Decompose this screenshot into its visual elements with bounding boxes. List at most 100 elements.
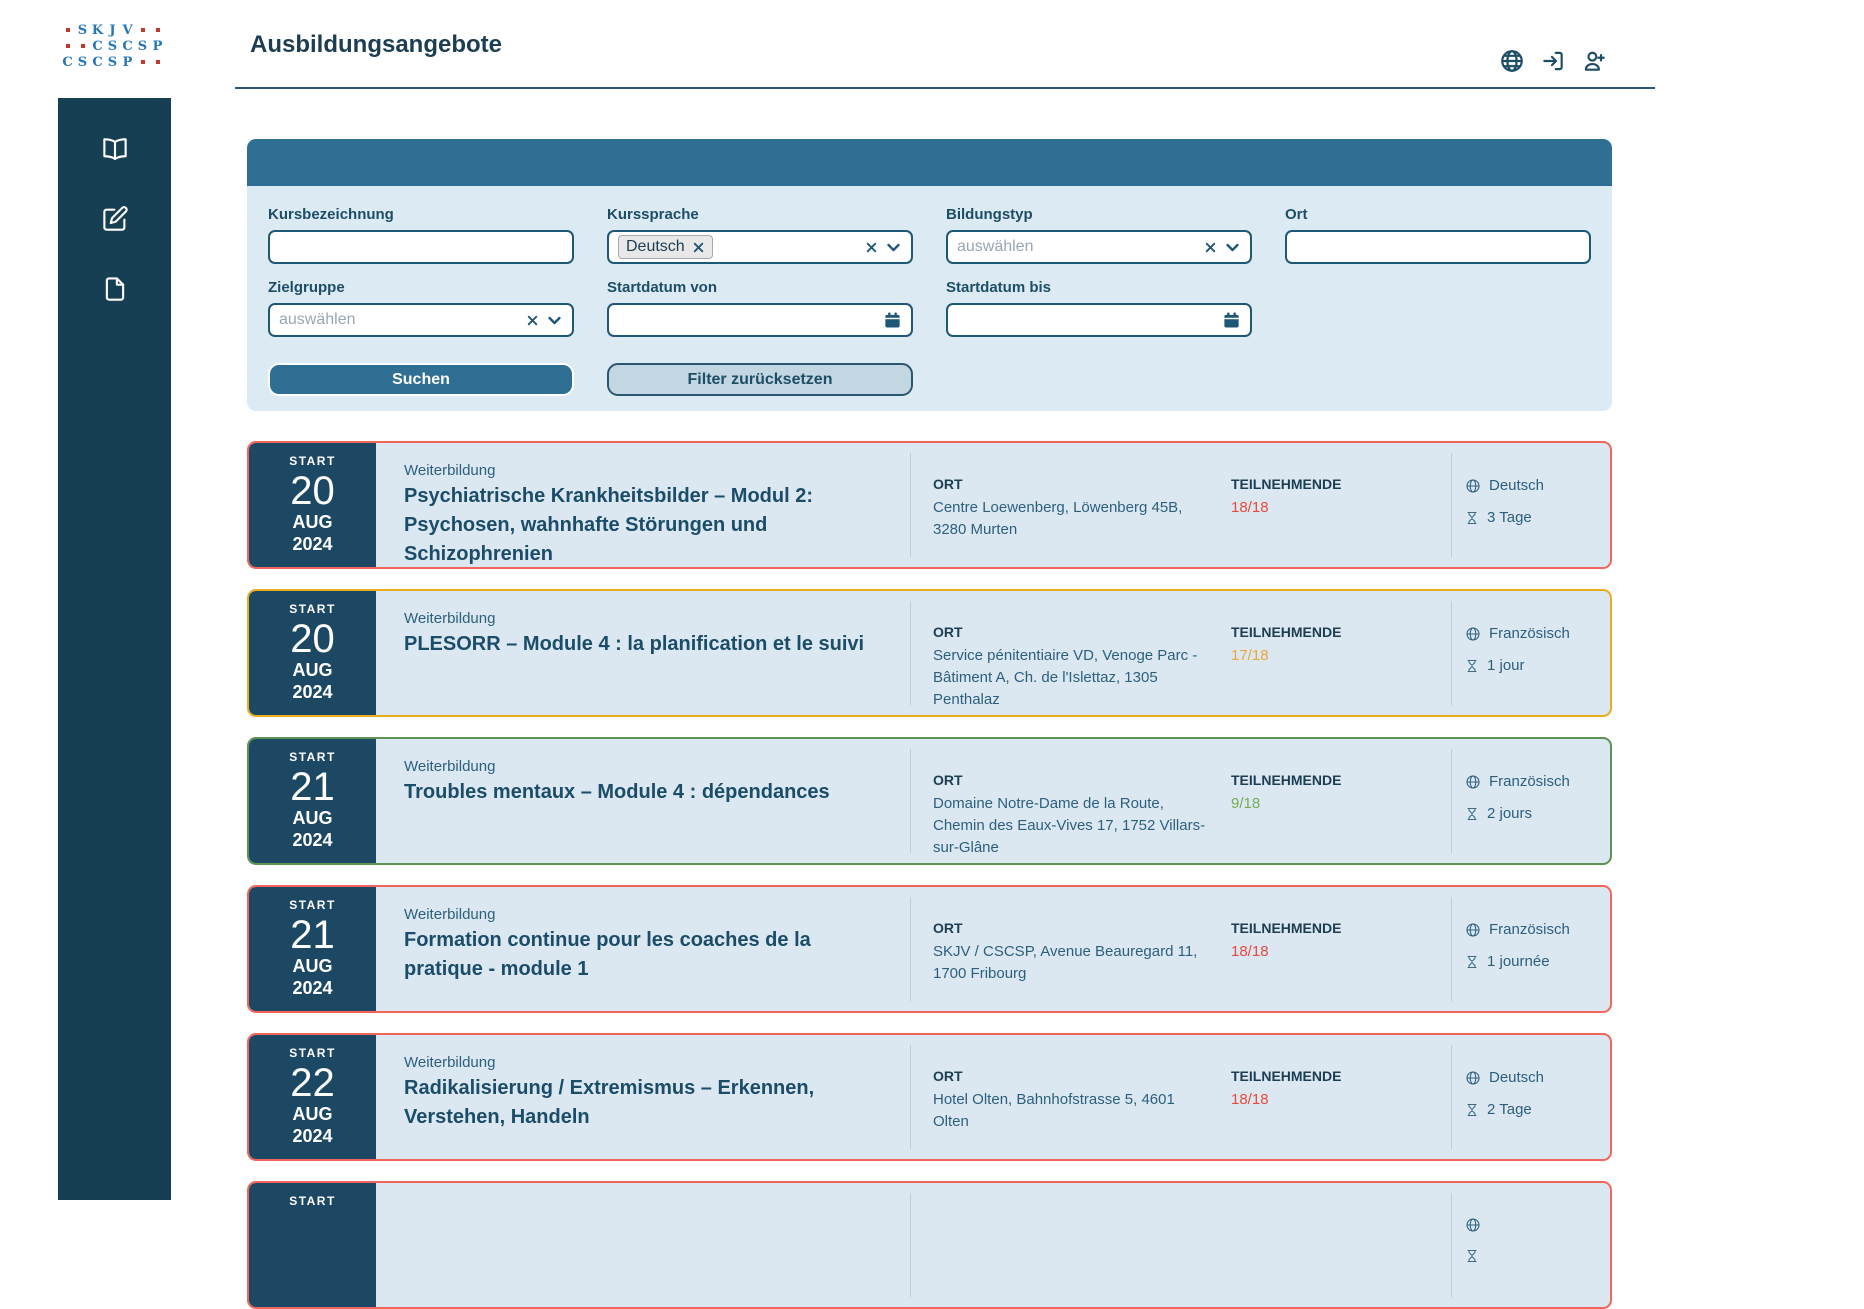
reset-filter-button[interactable]: Filter zurücksetzen	[607, 363, 913, 396]
kurssprache-select[interactable]: Deutsch	[607, 230, 913, 264]
course-meta: Deutsch 3 Tage	[1452, 443, 1609, 567]
ort-column-value: Service pénitentiaire VD, Venoge Parc - …	[933, 647, 1198, 708]
divider	[1451, 897, 1452, 1001]
course-card[interactable]: START	[247, 1181, 1612, 1309]
logo-letter: S	[77, 22, 88, 38]
start-month: AUG	[292, 660, 333, 680]
course-date-block: START 22 AUG 2024	[249, 1035, 376, 1159]
course-card[interactable]: START 21 AUG 2024 Weiterbildung Troubles…	[247, 737, 1612, 865]
ort-input[interactable]	[1296, 232, 1580, 262]
calendar-icon[interactable]	[883, 310, 902, 330]
course-language: Französisch	[1489, 921, 1570, 938]
field-startdatum-von: Startdatum von	[607, 279, 913, 337]
start-year: 2024	[292, 1125, 333, 1146]
teilnehmende-label: TEILNEHMENDE	[1231, 920, 1342, 936]
login-icon[interactable]	[1540, 48, 1566, 74]
course-meta: Französisch 1 journée	[1452, 887, 1609, 1011]
logo-dot	[150, 60, 165, 64]
hourglass-icon	[1467, 955, 1477, 968]
start-label: START	[289, 602, 336, 616]
clear-icon[interactable]	[865, 241, 878, 254]
start-label: START	[289, 1046, 336, 1060]
divider	[1451, 601, 1452, 705]
course-title[interactable]: Radikalisierung / Extremismus – Erkennen…	[404, 1077, 815, 1128]
course-duration: 2 jours	[1487, 805, 1533, 822]
course-category: Weiterbildung	[404, 1054, 496, 1071]
ort-column-label: ORT	[933, 476, 963, 492]
course-duration: 2 Tage	[1487, 1101, 1532, 1118]
bildungstyp-select[interactable]: auswählen	[946, 230, 1252, 264]
language-globe-icon[interactable]	[1499, 48, 1525, 74]
content: Kursbezeichnung Kurssprache Deutsch	[247, 139, 1612, 1309]
filter-panel-body: Kursbezeichnung Kurssprache Deutsch	[247, 186, 1612, 411]
filter-panel: Kursbezeichnung Kurssprache Deutsch	[247, 139, 1612, 411]
ort-column-value: Domaine Notre-Dame de la Route, Chemin d…	[933, 795, 1206, 856]
course-language: Französisch	[1489, 625, 1570, 642]
clear-icon[interactable]	[526, 314, 539, 327]
selected-chip: Deutsch	[618, 235, 713, 259]
startdatum-von-input[interactable]	[618, 305, 876, 335]
logo-letter: P	[152, 38, 163, 54]
chevron-down-icon[interactable]	[546, 312, 563, 329]
course-location: ORT Service pénitentiaire VD, Venoge Par…	[911, 591, 1231, 715]
ort-label: Ort	[1285, 206, 1308, 223]
startdatum-von-label: Startdatum von	[607, 279, 718, 296]
logo-dot	[135, 28, 150, 32]
course-duration: 3 Tage	[1487, 509, 1532, 526]
chip-label: Deutsch	[626, 238, 685, 255]
course-card[interactable]: START 21 AUG 2024 Weiterbildung Formatio…	[247, 885, 1612, 1013]
startdatum-bis-input-wrap	[946, 303, 1252, 337]
main-area: Ausbildungsangebote Kursbezeichnung	[235, 0, 1655, 1309]
sidebar-item-register[interactable]	[100, 204, 130, 234]
course-location: ORT SKJV / CSCSP, Avenue Beauregard 11, …	[911, 887, 1231, 1011]
logo-letter: C	[122, 38, 133, 54]
course-card[interactable]: START 20 AUG 2024 Weiterbildung Psychiat…	[247, 441, 1612, 569]
start-month: AUG	[292, 956, 333, 976]
start-day: 22	[290, 1061, 335, 1105]
register-user-plus-icon[interactable]	[1581, 48, 1607, 74]
logo-dot	[75, 44, 90, 48]
course-duration: 1 journée	[1487, 953, 1550, 970]
course-category: Weiterbildung	[404, 610, 496, 627]
course-meta	[1452, 1183, 1609, 1307]
startdatum-bis-input[interactable]	[957, 305, 1215, 335]
start-year: 2024	[292, 977, 333, 998]
course-date-block: START 20 AUG 2024	[249, 591, 376, 715]
globe-icon	[1466, 922, 1480, 937]
zielgruppe-label: Zielgruppe	[268, 279, 345, 296]
field-zielgruppe: Zielgruppe auswählen	[268, 279, 574, 337]
edit-icon	[100, 206, 130, 238]
field-kursbezeichnung: Kursbezeichnung	[268, 206, 574, 264]
start-day: 20	[290, 469, 335, 513]
course-category: Weiterbildung	[404, 758, 496, 775]
chevron-down-icon[interactable]	[885, 239, 902, 256]
course-participants: TEILNEHMENDE 9/18	[1231, 739, 1451, 863]
clear-icon[interactable]	[1204, 241, 1217, 254]
hourglass-icon	[1467, 511, 1477, 524]
bildungstyp-placeholder: auswählen	[957, 238, 1034, 255]
course-title[interactable]: Formation continue pour les coaches de l…	[404, 929, 811, 980]
course-duration: 1 jour	[1487, 657, 1525, 674]
course-title[interactable]: Troubles mentaux – Module 4 : dépendance…	[404, 781, 830, 803]
logo-letter: C	[92, 38, 103, 54]
start-month: AUG	[292, 512, 333, 532]
course-location: ORT Hotel Olten, Bahnhofstrasse 5, 4601 …	[911, 1035, 1231, 1159]
chevron-down-icon[interactable]	[1224, 239, 1241, 256]
teilnehmende-value: 17/18	[1231, 647, 1269, 664]
sidebar-item-documents[interactable]	[100, 274, 130, 304]
logo-letter: C	[62, 54, 73, 70]
course-card[interactable]: START 22 AUG 2024 Weiterbildung Radikali…	[247, 1033, 1612, 1161]
zielgruppe-select[interactable]: auswählen	[268, 303, 574, 337]
kursbezeichnung-input[interactable]	[279, 232, 563, 262]
ort-column-value: Hotel Olten, Bahnhofstrasse 5, 4601 Olte…	[933, 1091, 1175, 1130]
chip-remove-icon[interactable]	[692, 241, 705, 254]
course-title[interactable]: Psychiatrische Krankheitsbilder – Modul …	[404, 485, 814, 565]
course-title[interactable]: PLESORR – Module 4 : la planification et…	[404, 633, 865, 655]
search-button[interactable]: Suchen	[268, 363, 574, 396]
course-card[interactable]: START 20 AUG 2024 Weiterbildung PLESORR …	[247, 589, 1612, 717]
sidebar-item-courses[interactable]	[100, 134, 130, 164]
start-label: START	[289, 454, 336, 468]
calendar-icon[interactable]	[1222, 310, 1241, 330]
divider	[910, 601, 911, 705]
